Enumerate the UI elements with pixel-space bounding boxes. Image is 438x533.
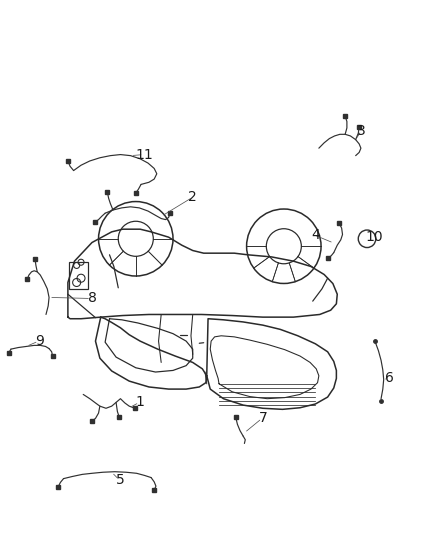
Text: 9: 9 — [35, 334, 44, 348]
Text: 5: 5 — [116, 473, 125, 487]
Text: 7: 7 — [258, 411, 267, 425]
Text: 2: 2 — [188, 190, 197, 204]
Text: 8: 8 — [88, 292, 96, 305]
Text: 3: 3 — [357, 124, 366, 138]
Text: 11: 11 — [136, 148, 153, 161]
Text: 1: 1 — [136, 395, 145, 409]
Text: 6: 6 — [385, 372, 394, 385]
Text: 4: 4 — [311, 228, 320, 241]
Bar — [69, 262, 88, 289]
Text: 10: 10 — [366, 230, 383, 244]
